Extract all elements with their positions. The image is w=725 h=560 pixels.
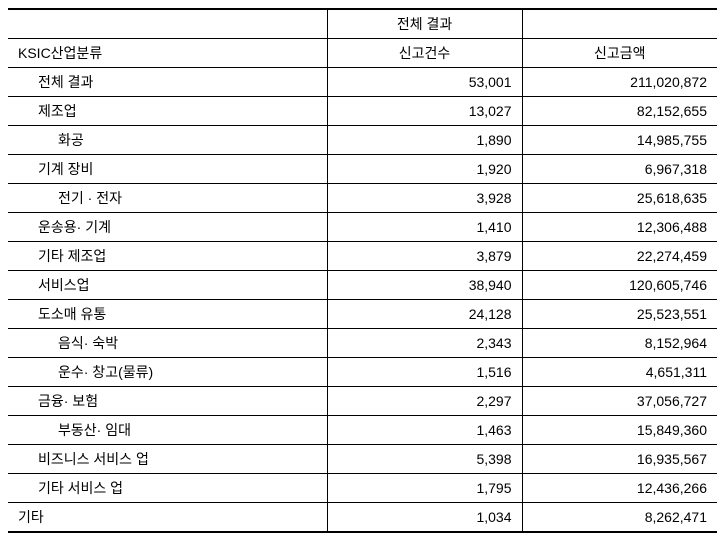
table-row: 전기 · 전자3,92825,618,635 <box>8 184 717 213</box>
row-count: 1,920 <box>327 155 522 184</box>
row-label: 도소매 유통 <box>8 300 327 329</box>
row-amount: 8,262,471 <box>522 503 717 533</box>
row-count: 3,928 <box>327 184 522 213</box>
row-count: 1,034 <box>327 503 522 533</box>
row-count: 2,297 <box>327 387 522 416</box>
row-amount: 22,274,459 <box>522 242 717 271</box>
row-count: 1,463 <box>327 416 522 445</box>
row-label: 기타 <box>8 503 327 533</box>
row-count: 2,343 <box>327 329 522 358</box>
row-count: 3,879 <box>327 242 522 271</box>
header-row-1: 전체 결과 <box>8 9 717 39</box>
row-label: 기타 서비스 업 <box>8 474 327 503</box>
table-row: 전체 결과53,001211,020,872 <box>8 68 717 97</box>
row-count: 13,027 <box>327 97 522 126</box>
row-label: 운수· 창고(물류) <box>8 358 327 387</box>
row-amount: 12,436,266 <box>522 474 717 503</box>
row-count: 1,795 <box>327 474 522 503</box>
row-amount: 8,152,964 <box>522 329 717 358</box>
table-row: 화공1,89014,985,755 <box>8 126 717 155</box>
table-row: 기계 장비1,9206,967,318 <box>8 155 717 184</box>
row-label: 화공 <box>8 126 327 155</box>
header-label: KSIC산업분류 <box>8 39 327 68</box>
row-label: 전체 결과 <box>8 68 327 97</box>
row-count: 53,001 <box>327 68 522 97</box>
table-row: 부동산· 임대1,46315,849,360 <box>8 416 717 445</box>
row-amount: 16,935,567 <box>522 445 717 474</box>
table-row: 기타1,0348,262,471 <box>8 503 717 533</box>
header-row-2: KSIC산업분류 신고건수 신고금액 <box>8 39 717 68</box>
table-row: 음식· 숙박2,3438,152,964 <box>8 329 717 358</box>
table-row: 기타 제조업3,87922,274,459 <box>8 242 717 271</box>
header-span: 전체 결과 <box>327 9 522 39</box>
header-blank <box>8 9 327 39</box>
header-blank-2 <box>522 9 717 39</box>
row-amount: 15,849,360 <box>522 416 717 445</box>
row-amount: 4,651,311 <box>522 358 717 387</box>
row-count: 1,410 <box>327 213 522 242</box>
row-label: 음식· 숙박 <box>8 329 327 358</box>
row-label: 서비스업 <box>8 271 327 300</box>
row-count: 5,398 <box>327 445 522 474</box>
row-amount: 82,152,655 <box>522 97 717 126</box>
row-amount: 37,056,727 <box>522 387 717 416</box>
row-count: 38,940 <box>327 271 522 300</box>
row-amount: 25,523,551 <box>522 300 717 329</box>
row-amount: 25,618,635 <box>522 184 717 213</box>
row-label: 금융· 보험 <box>8 387 327 416</box>
header-amount: 신고금액 <box>522 39 717 68</box>
ksic-table: 전체 결과 KSIC산업분류 신고건수 신고금액 전체 결과53,001211,… <box>8 8 717 533</box>
table-row: 도소매 유통24,12825,523,551 <box>8 300 717 329</box>
row-count: 1,516 <box>327 358 522 387</box>
row-label: 기타 제조업 <box>8 242 327 271</box>
row-label: 제조업 <box>8 97 327 126</box>
table-row: 기타 서비스 업1,79512,436,266 <box>8 474 717 503</box>
row-label: 기계 장비 <box>8 155 327 184</box>
row-label: 전기 · 전자 <box>8 184 327 213</box>
row-count: 1,890 <box>327 126 522 155</box>
table-row: 운송용· 기계1,41012,306,488 <box>8 213 717 242</box>
row-count: 24,128 <box>327 300 522 329</box>
table-row: 금융· 보험2,29737,056,727 <box>8 387 717 416</box>
row-amount: 6,967,318 <box>522 155 717 184</box>
row-label: 운송용· 기계 <box>8 213 327 242</box>
header-count: 신고건수 <box>327 39 522 68</box>
table-body: 전체 결과53,001211,020,872제조업13,02782,152,65… <box>8 68 717 533</box>
row-amount: 120,605,746 <box>522 271 717 300</box>
row-label: 부동산· 임대 <box>8 416 327 445</box>
table-row: 서비스업38,940120,605,746 <box>8 271 717 300</box>
row-amount: 14,985,755 <box>522 126 717 155</box>
row-label: 비즈니스 서비스 업 <box>8 445 327 474</box>
table-row: 비즈니스 서비스 업5,39816,935,567 <box>8 445 717 474</box>
table-row: 제조업13,02782,152,655 <box>8 97 717 126</box>
row-amount: 12,306,488 <box>522 213 717 242</box>
table-row: 운수· 창고(물류)1,5164,651,311 <box>8 358 717 387</box>
row-amount: 211,020,872 <box>522 68 717 97</box>
